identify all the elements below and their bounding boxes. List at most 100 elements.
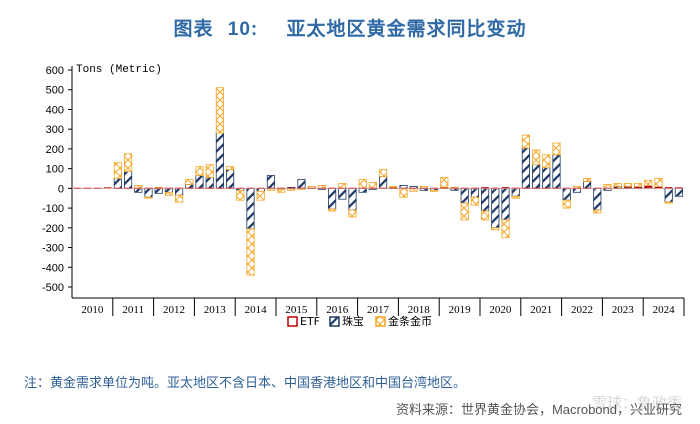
barcoin-bar <box>613 183 622 187</box>
barcoin-bar <box>521 134 530 149</box>
jewelry-bar <box>175 187 184 196</box>
barcoin-bar <box>583 178 592 182</box>
barcoin-bar <box>175 194 184 203</box>
jewelry-bar <box>481 187 490 212</box>
x-tick-label: 2018 <box>408 304 431 316</box>
barcoin-bar <box>460 202 469 221</box>
y-tick-label: -300 <box>42 243 64 255</box>
jewelry-bar <box>246 187 255 230</box>
x-tick-label: 2012 <box>163 304 185 316</box>
barcoin-bar <box>338 183 347 189</box>
barcoin-bar <box>623 183 632 187</box>
jewelry-bar <box>348 187 357 211</box>
y-tick-label: -500 <box>42 282 64 294</box>
legend-swatch-jewelry <box>329 316 340 327</box>
barcoin-bar <box>348 209 357 218</box>
x-tick-label: 2015 <box>285 304 308 316</box>
barcoin-bar <box>399 187 408 198</box>
x-tick-label: 2024 <box>653 304 676 316</box>
etf-bar <box>624 187 632 189</box>
legend-label-barcoin: 金条金币 <box>388 314 432 328</box>
barcoin-bar <box>368 182 377 189</box>
barcoin-bar <box>430 189 439 192</box>
jewelry-bar <box>379 176 388 189</box>
jewelry-bar <box>328 187 337 210</box>
y-tick-label: -400 <box>42 262 64 274</box>
jewelry-bar <box>338 187 347 200</box>
barcoin-bar <box>195 166 204 176</box>
y-tick-label: 300 <box>46 124 64 136</box>
plot-area: 600 500 400 300 200 100 0 -100 -200 -300 -400 -500 2… <box>42 65 685 328</box>
y-axis-label: Tons (Metric) <box>76 64 162 76</box>
x-tick-label: 2019 <box>449 304 472 316</box>
legend-label-etf: ETF <box>300 315 320 328</box>
barcoin-bar <box>389 185 398 188</box>
barcoin-bar <box>552 142 561 156</box>
barcoin-bar <box>226 166 235 171</box>
barcoin-bar <box>164 191 173 196</box>
etf-bar <box>501 187 510 189</box>
barcoin-bar <box>593 209 602 214</box>
title-label: 图表 <box>173 19 214 40</box>
y-tick-label: 100 <box>46 164 64 176</box>
etf-bar <box>665 187 673 189</box>
jewelry-bar <box>511 187 520 197</box>
jewelry-bar <box>542 167 551 189</box>
etf-bar <box>481 187 489 189</box>
x-tick-label: 2023 <box>612 304 635 316</box>
barcoin-bar <box>562 199 571 209</box>
x-tick-label: 2011 <box>122 304 144 316</box>
barcoin-bar <box>124 153 133 172</box>
barcoin-bar <box>532 149 541 166</box>
legend-label-jewelry: 珠宝 <box>342 314 364 328</box>
legend-swatch-barcoin <box>375 316 386 327</box>
jewelry-bar <box>195 175 204 189</box>
barcoin-bar <box>236 189 245 201</box>
x-tick-label: 2016 <box>326 304 349 316</box>
y-tick-label: 200 <box>46 144 64 156</box>
jewelry-bar <box>144 187 153 198</box>
watermark: 雪球：鲁政委 <box>591 395 682 412</box>
y-tick-label: 400 <box>46 104 64 116</box>
barcoin-bar <box>491 227 500 231</box>
x-tick-label: 2020 <box>489 304 512 316</box>
barcoin-bar <box>358 179 367 189</box>
barcoin-bar <box>144 196 153 199</box>
chart-title: 图表 10: 亚太地区黄金需求同比变动 <box>0 14 700 41</box>
barcoin-bar <box>644 180 653 187</box>
jewelry-bar <box>562 187 571 201</box>
barcoin-bar <box>113 162 122 179</box>
barcoin-bar <box>277 188 286 193</box>
barcoin-bar <box>328 208 337 212</box>
barcoin-bar <box>481 210 490 221</box>
barcoin-bar <box>511 195 520 199</box>
jewelry-bar <box>532 164 541 189</box>
jewelry-bar <box>113 178 122 189</box>
jewelry-bar <box>460 187 469 204</box>
y-tick-label: -200 <box>42 223 64 235</box>
jewelry-bar <box>552 154 561 189</box>
legend-swatch-etf <box>287 316 298 327</box>
y-tick-label: 0 <box>58 183 64 195</box>
barcoin-bar <box>664 201 673 204</box>
barcoin-bar <box>440 177 449 188</box>
source-text: 资料来源：世界黄金协会，Macrobond，兴业研究 <box>395 402 682 417</box>
jewelry-bar <box>501 187 510 221</box>
x-tick-label: 2013 <box>204 304 227 316</box>
x-tick-label: 2022 <box>571 304 593 316</box>
jewelry-bar <box>664 187 673 203</box>
barcoin-bar <box>379 169 388 177</box>
chart-svg: Tons (Metric) 600 500 400 300 200 100 0 -100 -20… <box>42 64 685 328</box>
jewelry-bar <box>226 169 235 189</box>
etf-bar <box>644 185 652 188</box>
barcoin-bar <box>501 219 510 239</box>
barcoin-bar <box>205 164 214 178</box>
jewelry-bar <box>593 187 602 211</box>
barcoin-bar <box>542 154 551 169</box>
y-tick-label: 500 <box>46 85 64 97</box>
jewelry-bar <box>491 187 500 229</box>
jewelry-bar <box>215 132 224 189</box>
x-tick-label: 2017 <box>367 304 390 316</box>
x-tick-label: 2014 <box>245 304 268 316</box>
etf-bar <box>634 186 642 188</box>
